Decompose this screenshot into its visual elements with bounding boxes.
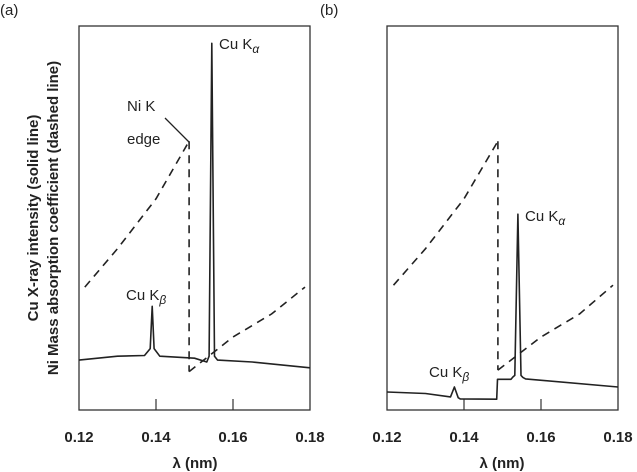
y-axis-label-line1: Cu X-ray intensity (solid line) xyxy=(25,115,42,322)
x-tick-label: 0.18 xyxy=(295,429,324,446)
annotation-ni-k-edge-line1: Ni K xyxy=(127,98,155,115)
edge-leader-line xyxy=(164,117,190,143)
panel-b-label: (b) xyxy=(320,2,338,19)
x-tick-label: 0.18 xyxy=(603,429,632,446)
x-axis-label-b: λ (nm) xyxy=(480,455,525,472)
x-tick-label: 0.16 xyxy=(526,429,555,446)
x-tick-label: 0.14 xyxy=(449,429,479,446)
annotation-cu-k-alpha-a: Cu Kα xyxy=(219,36,260,56)
x-tick-label: 0.16 xyxy=(218,429,247,446)
annotation-cu-k-alpha-b: Cu Kα xyxy=(525,208,566,228)
plot-frame-a xyxy=(78,25,311,411)
annotation-cu-k-beta-b: Cu Kβ xyxy=(429,364,469,384)
x-tick-label: 0.12 xyxy=(372,429,401,446)
x-tick-label: 0.12 xyxy=(64,429,93,446)
panel-a-label: (a) xyxy=(0,2,18,19)
annotation-ni-k-edge-line2: edge xyxy=(127,131,160,148)
intensity-line-a xyxy=(78,42,311,369)
intensity-line-b xyxy=(386,213,619,401)
annotation-cu-k-beta-a: Cu Kβ xyxy=(126,287,166,307)
x-axis-label-a: λ (nm) xyxy=(173,455,218,472)
absorption-dashed-line-a xyxy=(188,286,306,373)
absorption-dashed-line-b xyxy=(392,140,499,286)
plot-frame-b xyxy=(386,25,619,411)
absorption-dashed-line-b xyxy=(497,284,614,371)
absorption-dashed-line-a xyxy=(84,140,190,288)
y-axis-label-line2: Ni Mass absorption coefficient (dashed l… xyxy=(45,61,62,375)
y-axis-label: Cu X-ray intensity (solid line) Ni Mass … xyxy=(25,61,62,375)
x-tick-label: 0.14 xyxy=(141,429,171,446)
